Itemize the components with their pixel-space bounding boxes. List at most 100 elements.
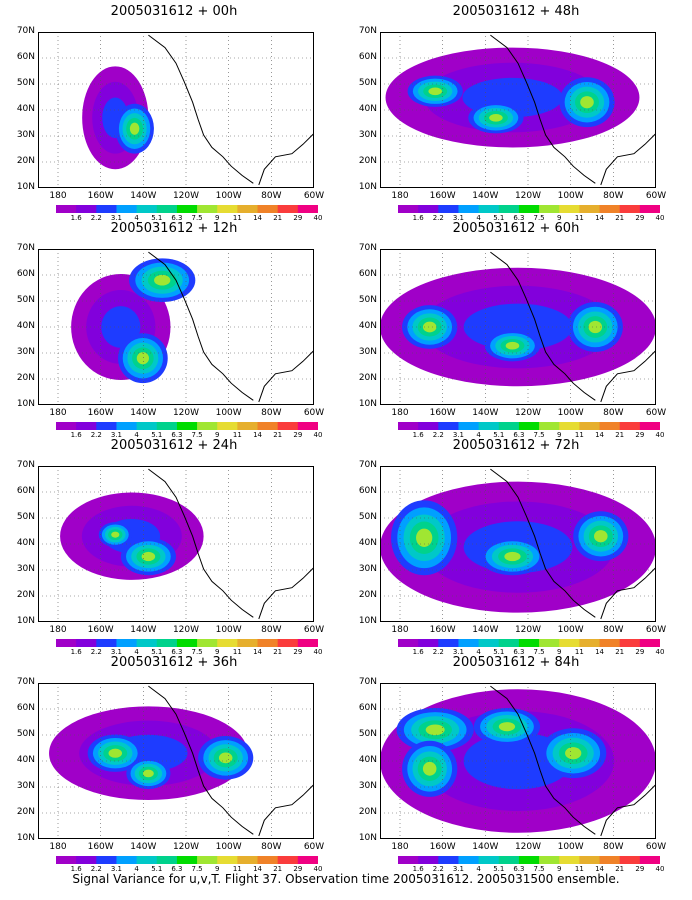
lon-label: 100W: [557, 842, 584, 852]
lon-label: 120W: [172, 191, 200, 201]
colorbar-label: 4: [476, 214, 481, 222]
colorbar: [56, 205, 318, 213]
colorbar-swatch: [559, 856, 580, 864]
figure-caption: Signal Variance for u,v,T. Flight 37. Ob…: [72, 872, 620, 886]
colorbar-swatch: [398, 205, 419, 213]
colorbar-swatch: [398, 639, 419, 647]
lat-label: 10N: [16, 616, 35, 626]
colorbar-swatch: [579, 205, 601, 213]
colorbar-label: 14: [253, 431, 262, 439]
lon-label: 180: [49, 625, 67, 635]
lat-label: 70N: [358, 460, 377, 470]
lon-label: 120W: [514, 842, 542, 852]
colorbar-swatch: [518, 639, 540, 647]
colorbar-label: 7.5: [191, 648, 203, 656]
colorbar-swatch: [297, 639, 318, 647]
lon-label: 160W: [87, 408, 114, 418]
lon-label: 100W: [215, 842, 242, 852]
colorbar-label: 2.2: [432, 431, 444, 439]
map-frame: [380, 683, 656, 839]
colorbar-swatch: [136, 205, 158, 213]
colorbar-label: 6.3: [171, 214, 183, 222]
colorbar-label: 1.6: [70, 214, 82, 222]
lon-label: 100W: [215, 625, 242, 635]
lon-label: 140W: [472, 842, 499, 852]
lon-label: 60W: [303, 191, 325, 201]
colorbar-label: 6.3: [513, 648, 525, 656]
colorbar-label: 7.5: [533, 648, 545, 656]
colorbar-swatch: [197, 422, 218, 430]
lon-label: 80W: [261, 408, 282, 418]
colorbar: [56, 856, 318, 864]
colorbar-swatch: [56, 205, 77, 213]
variance-contour: [154, 274, 171, 286]
colorbar-swatch: [217, 205, 238, 213]
colorbar-label: 7.5: [533, 865, 545, 873]
colorbar-label: 6.3: [171, 865, 183, 873]
lon-label: 140W: [472, 191, 499, 201]
lon-label: 60W: [645, 842, 667, 852]
colorbar-swatch: [277, 856, 299, 864]
colorbar-label: 21: [615, 648, 625, 656]
lat-label: 40N: [358, 538, 377, 548]
colorbar-swatch: [418, 205, 439, 213]
lon-label: 180: [391, 408, 409, 418]
lon-label: 140W: [130, 842, 157, 852]
lat-label: 30N: [16, 564, 35, 574]
lat-label: 50N: [358, 78, 377, 88]
lat-label: 20N: [358, 156, 377, 166]
colorbar-label: 5.1: [151, 431, 163, 439]
map-frame: [380, 32, 656, 188]
colorbar-label: 21: [615, 214, 625, 222]
colorbar-label: 7.5: [191, 865, 203, 873]
colorbar-label: 21: [273, 865, 283, 873]
map-plot: [380, 249, 656, 405]
lon-label: 140W: [130, 625, 157, 635]
colorbar-label: 21: [273, 431, 283, 439]
colorbar-label: 3.1: [110, 648, 123, 656]
colorbar-swatch: [257, 205, 279, 213]
lat-label: 10N: [358, 399, 377, 409]
colorbar-swatch: [176, 422, 198, 430]
lat-label: 20N: [358, 807, 377, 817]
lat-label: 30N: [358, 347, 377, 357]
lon-label: 120W: [172, 625, 200, 635]
colorbar-swatch: [257, 639, 279, 647]
lon-label: 60W: [303, 625, 325, 635]
colorbar-swatch: [438, 205, 459, 213]
lat-label: 20N: [358, 590, 377, 600]
variance-contour: [108, 748, 123, 758]
variance-contour: [136, 352, 149, 365]
colorbar-swatch: [257, 422, 279, 430]
lat-label: 70N: [358, 677, 377, 687]
colorbar: [56, 639, 318, 647]
colorbar-swatch: [156, 639, 178, 647]
lat-label: 40N: [358, 104, 377, 114]
colorbar-label: 5.1: [151, 648, 163, 656]
colorbar-swatch: [438, 856, 459, 864]
lat-label: 40N: [358, 321, 377, 331]
colorbar-label: 4: [134, 648, 139, 656]
colorbar-label: 3.1: [110, 865, 123, 873]
colorbar-swatch: [518, 422, 540, 430]
colorbar-swatch: [478, 639, 500, 647]
lon-label: 80W: [603, 625, 624, 635]
colorbar-label: 11: [232, 865, 242, 873]
lat-label: 70N: [16, 677, 35, 687]
lat-label: 30N: [358, 130, 377, 140]
colorbar-label: 40: [313, 648, 323, 656]
colorbar-swatch: [418, 422, 439, 430]
colorbar-label: 1.6: [412, 431, 424, 439]
colorbar-label: 40: [655, 431, 665, 439]
map-plot: [38, 683, 314, 839]
colorbar-swatch: [277, 205, 299, 213]
lon-label: 60W: [645, 625, 667, 635]
colorbar-swatch: [136, 856, 158, 864]
lat-label: 30N: [16, 130, 35, 140]
colorbar-label: 14: [595, 431, 604, 439]
colorbar-label: 5.1: [151, 865, 163, 873]
lat-label: 60N: [358, 486, 377, 496]
colorbar-swatch: [116, 205, 138, 213]
colorbar-label: 40: [313, 214, 323, 222]
map-frame: [38, 466, 314, 622]
